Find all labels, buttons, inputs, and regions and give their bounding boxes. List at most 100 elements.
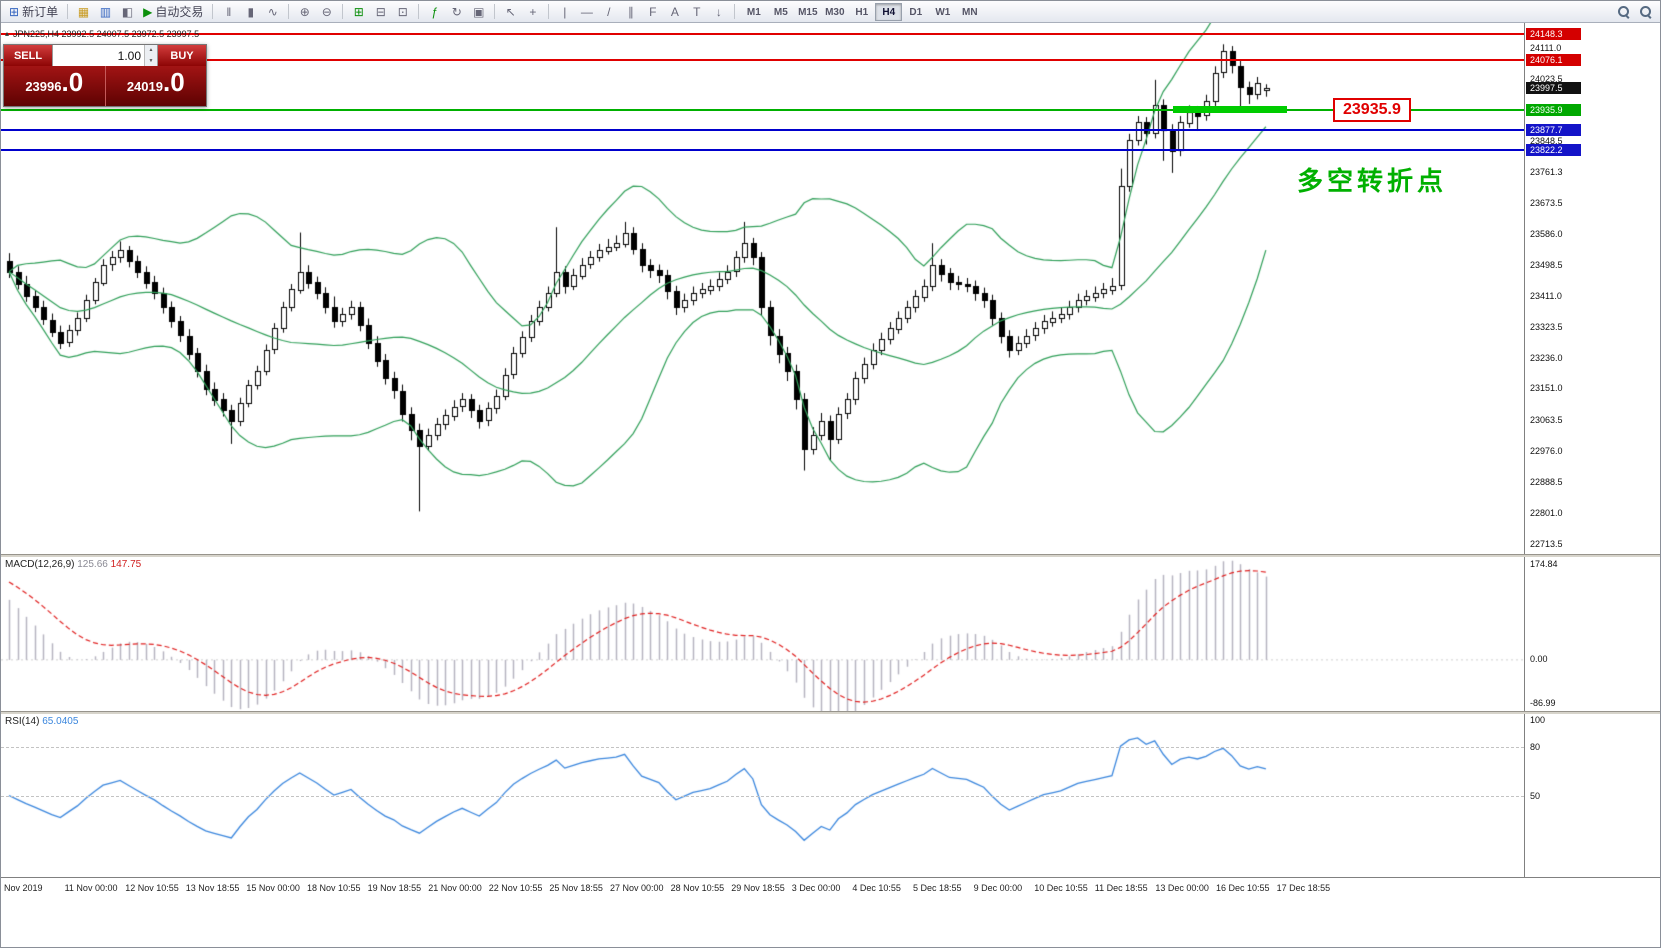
rsi-level-line <box>1 795 1524 797</box>
sell-price-int: 23996 <box>25 79 62 94</box>
timeframe-d1-button[interactable]: D1 <box>902 3 929 21</box>
candlestick-button[interactable]: ▮ <box>240 2 261 22</box>
text-tool-button[interactable]: A <box>664 2 685 22</box>
navigator-icon: ◧ <box>121 4 134 19</box>
horizontal-line[interactable] <box>1 33 1524 36</box>
timeframe-m1-button[interactable]: M1 <box>740 3 767 21</box>
panel-splitter[interactable] <box>1 711 1660 714</box>
market-watch-icon: ▦ <box>77 4 90 19</box>
horizontal-line[interactable] <box>1 129 1524 132</box>
price-tag: 23877.7 <box>1526 124 1581 137</box>
price-label-box[interactable]: 23935.9 <box>1333 97 1411 122</box>
time-axis-label: 9 Dec 00:00 <box>973 883 1023 893</box>
timeframe-m5-button[interactable]: M5 <box>767 3 794 21</box>
autotrading-icon: ▶ <box>143 4 153 19</box>
time-axis-label: 4 Dec 10:55 <box>852 883 901 893</box>
fibonacci-icon: F <box>649 4 657 19</box>
sell-price[interactable]: 23996.0 <box>4 66 105 106</box>
bar-chart-icon: ‖ <box>226 4 232 19</box>
toolbar-separator <box>67 4 69 19</box>
macd-scale-top: 174.84 <box>1530 559 1558 569</box>
time-axis-label: 13 Dec 00:00 <box>1155 883 1209 893</box>
magnifier-icon <box>1639 5 1652 18</box>
collapse-panel-icon[interactable]: ▴ <box>5 29 10 38</box>
channel-button[interactable]: ∥ <box>620 2 641 22</box>
timeframe-h1-button[interactable]: H1 <box>848 3 875 21</box>
trade-panel-controls: SELL ▲ ▼ BUY <box>4 45 206 66</box>
horizontal-line-icon: — <box>580 4 593 19</box>
navigator-button[interactable]: ◧ <box>117 2 138 22</box>
price-scale-label: 23323.5 <box>1530 322 1563 333</box>
new-order-button[interactable]: ⊞ 新订单 <box>5 2 62 22</box>
cascade-windows-button[interactable]: ⊡ <box>392 2 413 22</box>
macd-label: MACD(12,26,9) 125.66 147.75 <box>5 559 141 570</box>
horizontal-line-button[interactable]: — <box>576 2 597 22</box>
horizontal-line[interactable] <box>1 108 1524 111</box>
indicators-button[interactable]: ƒ <box>424 2 445 22</box>
chart-annotation[interactable]: 多空转折点 <box>1297 166 1448 196</box>
price-scale: 24111.0 24023.5 23848.5 23761.3 23673.5 23586… <box>1524 23 1660 554</box>
tile-windows-button[interactable]: ⊟ <box>370 2 391 22</box>
bar-chart-button[interactable]: ‖ <box>218 2 239 22</box>
line-chart-button[interactable]: ∿ <box>262 2 283 22</box>
periods-button[interactable]: ↻ <box>446 2 467 22</box>
chart-window: ▴ JPN225,H4 23992.5 24007.5 23972.5 2399… <box>1 23 1660 554</box>
price-scale-label: 22888.5 <box>1530 476 1563 487</box>
magnifier-button[interactable] <box>1635 2 1656 22</box>
timeframe-w1-button[interactable]: W1 <box>929 3 956 21</box>
time-axis-label: 22 Nov 10:55 <box>488 883 543 893</box>
price-scale-label: 23498.5 <box>1530 260 1563 271</box>
toolbar-separator <box>418 4 420 19</box>
buy-button[interactable]: BUY <box>158 45 206 66</box>
label-tool-icon: T <box>693 4 701 19</box>
arrow-tool-button[interactable]: ↓ <box>708 2 729 22</box>
time-axis-label: 28 Nov 10:55 <box>670 883 725 893</box>
zoom-out-button[interactable]: ⊖ <box>316 2 337 22</box>
timeframe-mn-button[interactable]: MN <box>956 3 983 21</box>
timeframe-h4-button[interactable]: H4 <box>875 3 903 22</box>
volume-input[interactable] <box>53 45 144 66</box>
support-zone-segment[interactable] <box>1173 106 1287 114</box>
timeframe-m30-button[interactable]: M30 <box>821 3 848 21</box>
macd-main-value: 125.66 <box>77 559 108 570</box>
buy-price-dec: .0 <box>162 67 185 97</box>
panel-splitter[interactable] <box>1 554 1660 557</box>
horizontal-line[interactable] <box>1 149 1524 152</box>
autotrading-button[interactable]: ▶ 自动交易 <box>139 2 207 22</box>
price-scale-label: 22976.0 <box>1530 445 1563 456</box>
templates-button[interactable]: ▣ <box>468 2 489 22</box>
fibonacci-button[interactable]: F <box>642 2 663 22</box>
price-tag: 23935.9 <box>1526 103 1581 116</box>
new-chart-button[interactable]: ⊞ <box>348 2 369 22</box>
data-window-button[interactable]: ▥ <box>95 2 116 22</box>
timeframe-m15-button[interactable]: M15 <box>794 3 821 21</box>
price-scale-label: 23063.5 <box>1530 414 1563 425</box>
sell-price-dec: .0 <box>61 67 84 97</box>
volume-down-icon[interactable]: ▼ <box>145 55 157 66</box>
data-window-icon: ▥ <box>99 4 112 19</box>
buy-price[interactable]: 24019.0 <box>106 66 207 106</box>
macd-canvas[interactable] <box>1 557 1524 711</box>
toolbar-separator <box>494 4 496 19</box>
zoom-in-button[interactable]: ⊕ <box>294 2 315 22</box>
price-scale-label: 24111.0 <box>1530 42 1562 53</box>
price-scale-label: 23848.5 <box>1530 135 1563 146</box>
rsi-value: 65.0405 <box>42 716 79 727</box>
vertical-line-button[interactable]: | <box>554 2 575 22</box>
search-button[interactable] <box>1613 2 1634 22</box>
cursor-button[interactable]: ↖ <box>500 2 521 22</box>
price-scale-label: 23586.0 <box>1530 228 1563 239</box>
trendline-button[interactable]: / <box>598 2 619 22</box>
crosshair-button[interactable]: + <box>522 2 543 22</box>
price-tag: 23822.2 <box>1526 144 1581 157</box>
market-watch-button[interactable]: ▦ <box>73 2 94 22</box>
sell-button[interactable]: SELL <box>4 45 52 66</box>
new-chart-icon: ⊞ <box>353 4 364 19</box>
volume-up-icon[interactable]: ▲ <box>145 45 157 56</box>
label-tool-button[interactable]: T <box>686 2 707 22</box>
cursor-icon: ↖ <box>505 4 516 19</box>
horizontal-line[interactable] <box>1 58 1524 61</box>
price-tag: 24076.1 <box>1526 53 1581 66</box>
volume-field: ▲ ▼ <box>52 45 158 66</box>
